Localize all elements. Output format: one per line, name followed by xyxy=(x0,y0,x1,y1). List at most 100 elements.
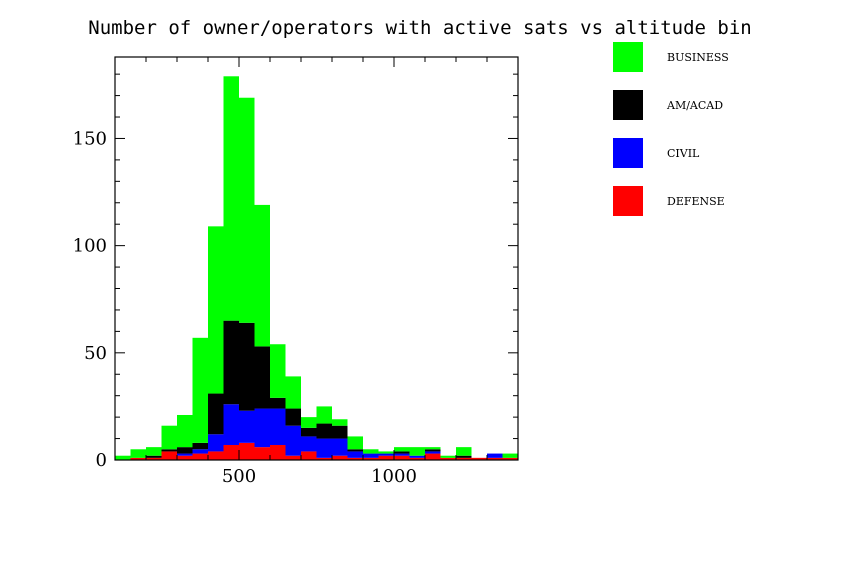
bar-civil-bin-350 xyxy=(192,449,208,454)
bar-am-acad-bin-1200 xyxy=(456,455,472,458)
bar-civil-bin-1050 xyxy=(409,455,425,458)
bar-am-acad-bin-550 xyxy=(254,346,270,409)
bar-civil-bin-1300 xyxy=(487,453,503,458)
bar-defense-bin-550 xyxy=(254,447,270,460)
bar-business-bin-500 xyxy=(239,97,255,323)
bar-civil-bin-900 xyxy=(363,453,379,458)
bar-defense-bin-400 xyxy=(208,451,224,460)
bar-business-bin-150 xyxy=(130,449,146,458)
legend-swatch-business xyxy=(613,42,643,72)
y-tick-label: 150 xyxy=(73,128,107,149)
bar-business-bin-350 xyxy=(192,337,208,443)
bar-am-acad-bin-500 xyxy=(239,322,255,411)
bar-business-bin-1150 xyxy=(440,455,456,458)
legend-swatch-am-acad xyxy=(613,90,643,120)
bar-defense-bin-750 xyxy=(316,457,332,460)
bar-am-acad-bin-1100 xyxy=(425,449,441,452)
bar-civil-bin-550 xyxy=(254,408,270,448)
bar-civil-bin-450 xyxy=(223,404,239,445)
bar-business-bin-700 xyxy=(301,417,317,428)
bar-civil-bin-1100 xyxy=(425,451,441,454)
bar-defense-bin-950 xyxy=(378,455,394,460)
bar-business-bin-550 xyxy=(254,204,270,347)
bar-defense-bin-850 xyxy=(347,457,363,460)
ticks-layer: 0 50 100 150 500 1000 xyxy=(73,57,518,487)
bar-defense-bin-1000 xyxy=(394,455,410,460)
bar-am-acad-bin-800 xyxy=(332,425,348,439)
bar-business-bin-100 xyxy=(115,455,131,460)
bar-business-bin-1000 xyxy=(394,447,410,452)
bar-am-acad-bin-400 xyxy=(208,393,224,435)
y-tick-label: 0 xyxy=(96,450,107,471)
bar-defense-bin-700 xyxy=(301,451,317,460)
bars-layer xyxy=(115,76,518,460)
bar-civil-bin-650 xyxy=(285,425,301,456)
legend-label-defense: DEFENSE xyxy=(667,195,725,208)
bar-defense-bin-500 xyxy=(239,442,255,460)
bar-defense-bin-1350 xyxy=(502,457,518,460)
bar-business-bin-750 xyxy=(316,406,332,424)
bar-business-bin-1050 xyxy=(409,447,425,456)
legend-swatch-civil xyxy=(613,138,643,168)
bar-business-bin-950 xyxy=(378,451,394,454)
bar-business-bin-1350 xyxy=(502,453,518,458)
bar-civil-bin-850 xyxy=(347,451,363,458)
bar-civil-bin-700 xyxy=(301,436,317,452)
bar-defense-bin-1250 xyxy=(471,457,487,460)
bar-defense-bin-150 xyxy=(130,457,146,460)
bar-am-acad-bin-750 xyxy=(316,423,332,439)
bar-civil-bin-950 xyxy=(378,453,394,456)
bar-defense-bin-800 xyxy=(332,455,348,460)
bar-am-acad-bin-300 xyxy=(177,447,193,454)
plot-frame xyxy=(114,56,519,461)
bar-am-acad-bin-1000 xyxy=(394,451,410,454)
chart-title: Number of owner/operators with active sa… xyxy=(88,17,751,39)
bar-defense-bin-1200 xyxy=(456,457,472,460)
y-tick-label: 100 xyxy=(73,236,107,257)
bar-defense-bin-1050 xyxy=(409,457,425,460)
bar-business-bin-200 xyxy=(146,447,162,456)
bar-am-acad-bin-250 xyxy=(161,449,177,452)
bar-am-acad-bin-200 xyxy=(146,455,162,458)
bar-business-bin-900 xyxy=(363,449,379,454)
bar-business-bin-850 xyxy=(347,436,363,450)
bar-civil-bin-500 xyxy=(239,410,255,443)
legend-label-am-acad: AM/ACAD xyxy=(666,99,723,112)
legend-label-business: BUSINESS xyxy=(667,51,729,64)
bar-defense-bin-1300 xyxy=(487,457,503,460)
bar-am-acad-bin-850 xyxy=(347,449,363,452)
bar-civil-bin-400 xyxy=(208,434,224,452)
bar-business-bin-650 xyxy=(285,376,301,409)
bar-business-bin-450 xyxy=(223,76,239,321)
x-tick-label: 1000 xyxy=(371,466,417,487)
bar-am-acad-bin-700 xyxy=(301,427,317,437)
bar-civil-bin-1000 xyxy=(394,453,410,456)
legend-swatch-defense xyxy=(613,186,643,216)
bar-business-bin-300 xyxy=(177,414,193,448)
bar-am-acad-bin-650 xyxy=(285,408,301,426)
bar-business-bin-800 xyxy=(332,419,348,426)
legend-label-civil: CIVIL xyxy=(667,147,700,160)
y-tick-label: 50 xyxy=(84,343,107,364)
bar-defense-bin-350 xyxy=(192,453,208,460)
bar-defense-bin-600 xyxy=(270,444,286,460)
bar-defense-bin-900 xyxy=(363,457,379,460)
bar-defense-bin-300 xyxy=(177,455,193,460)
bar-am-acad-bin-450 xyxy=(223,320,239,405)
bar-defense-bin-450 xyxy=(223,444,239,460)
bar-business-bin-600 xyxy=(270,344,286,398)
bar-civil-bin-600 xyxy=(270,408,286,445)
bar-civil-bin-750 xyxy=(316,438,332,458)
bar-business-bin-1100 xyxy=(425,447,441,450)
x-tick-label: 500 xyxy=(222,466,256,487)
bar-defense-bin-1150 xyxy=(440,457,456,460)
bar-business-bin-1200 xyxy=(456,447,472,456)
bar-defense-bin-650 xyxy=(285,455,301,460)
bar-defense-bin-250 xyxy=(161,451,177,460)
bar-defense-bin-1100 xyxy=(425,453,441,460)
bar-business-bin-400 xyxy=(208,226,224,394)
bar-am-acad-bin-600 xyxy=(270,397,286,409)
bar-civil-bin-800 xyxy=(332,438,348,456)
bar-civil-bin-300 xyxy=(177,453,193,456)
